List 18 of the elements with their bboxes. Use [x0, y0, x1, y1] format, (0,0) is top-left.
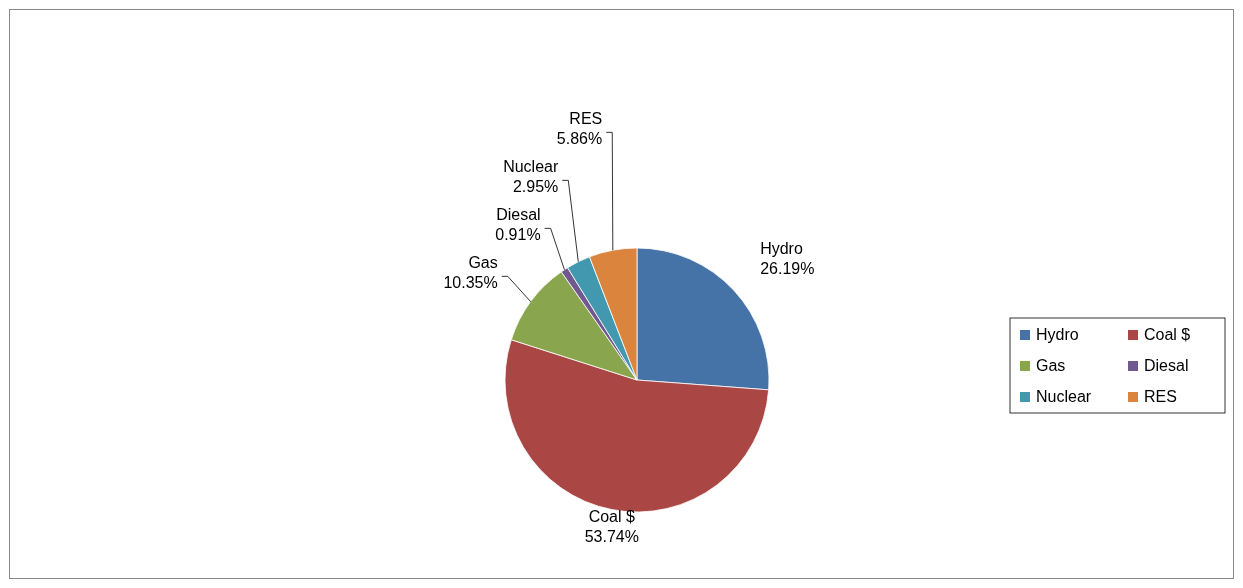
- slice-label: Gas: [468, 254, 498, 272]
- slice-label: Diesal: [496, 206, 541, 224]
- data-label: 10.35%: [443, 274, 498, 292]
- slice-label: RES: [569, 110, 603, 128]
- slice-label: Hydro: [760, 239, 803, 257]
- data-label: 26.19%: [760, 259, 815, 277]
- legend-label: Diesal: [1144, 357, 1189, 374]
- slice-label: Coal $: [588, 508, 635, 525]
- data-label: 0.91%: [495, 226, 541, 244]
- legend-label: Coal $: [1144, 326, 1191, 343]
- data-label: 53.74%: [584, 528, 639, 545]
- legend-label: Gas: [1036, 357, 1066, 374]
- legend-label: RES: [1144, 388, 1177, 405]
- data-label: 5.86%: [556, 130, 603, 148]
- legend-label: Hydro: [1036, 326, 1079, 343]
- slice-label: Nuclear: [503, 158, 559, 176]
- data-label: 2.95%: [512, 178, 559, 196]
- legend-label: Nuclear: [1036, 388, 1092, 405]
